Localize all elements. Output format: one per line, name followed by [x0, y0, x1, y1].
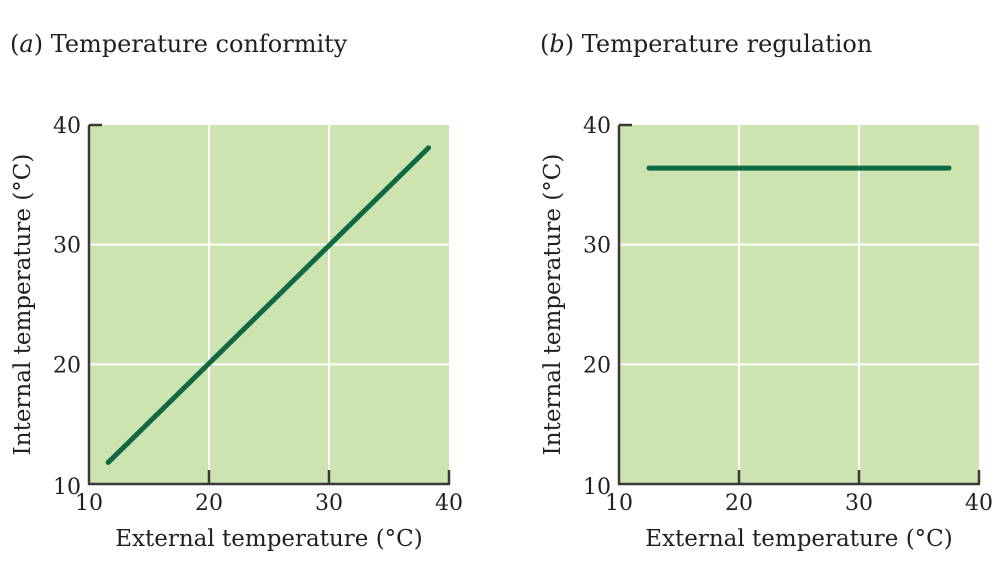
x-tick-label: 10	[605, 491, 633, 516]
x-tick-label: 10	[75, 491, 103, 516]
series-line	[105, 145, 432, 465]
x-axis-label: External temperature (°C)	[115, 526, 423, 552]
y-tick-label: 30	[53, 234, 81, 259]
panel-a-letter: a	[19, 30, 33, 58]
panel-a-title: (a) Temperature conformity	[10, 30, 348, 58]
x-tick-label: 40	[435, 491, 463, 516]
panel-b: (b) Temperature regulation 10 20 30 40 10 20 3…	[540, 30, 993, 552]
x-tick-label: 30	[315, 491, 343, 516]
y-tick-label: 10	[583, 475, 611, 500]
panel-b-title: (b) Temperature regulation	[540, 30, 872, 58]
y-tick-label: 10	[53, 475, 81, 500]
x-tick-label: 30	[845, 491, 873, 516]
panel-b-letter: b	[549, 30, 564, 58]
y-tick-label: 20	[583, 353, 611, 378]
y-tick-label: 40	[53, 114, 81, 139]
plot-area	[619, 125, 979, 484]
panel-b-title-text: Temperature regulation	[582, 30, 873, 58]
x-tick-label: 20	[725, 491, 753, 516]
x-tick-label: 40	[965, 491, 993, 516]
x-tick-label: 20	[195, 491, 223, 516]
panel-a: (a) Temperature conformity 10 20 30 40 10 20 3…	[10, 30, 463, 552]
y-axis-label: Internal temperature (°C)	[540, 154, 566, 456]
y-tick-label: 30	[583, 234, 611, 259]
x-axis-label: External temperature (°C)	[645, 526, 953, 552]
y-axis-label: Internal temperature (°C)	[10, 154, 36, 456]
panel-a-title-text: Temperature conformity	[51, 30, 348, 58]
y-tick-label: 20	[53, 353, 81, 378]
y-tick-label: 40	[583, 114, 611, 139]
